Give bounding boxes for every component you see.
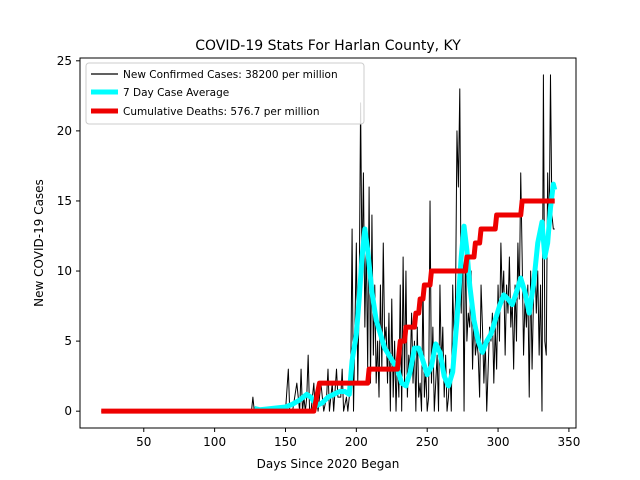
y-tick-label-20: 20	[57, 124, 72, 138]
legend-label-deaths: Cumulative Deaths: 576.7 per million	[123, 106, 320, 118]
x-tick-label-50: 50	[136, 435, 151, 449]
legend: New Confirmed Cases: 38200 per million 7…	[85, 62, 365, 125]
series-line-7-day-average	[253, 181, 558, 413]
x-tick-label-350: 350	[557, 435, 580, 449]
legend-box	[85, 62, 365, 125]
legend-label-average: 7 Day Case Average	[123, 87, 229, 99]
x-axis: 50 100 150 200 250 300 350	[136, 428, 580, 449]
x-tick-label-300: 300	[487, 435, 510, 449]
x-tick-label-200: 200	[345, 435, 368, 449]
x-tick-label-250: 250	[416, 435, 439, 449]
series-line-new-cases	[101, 74, 555, 412]
y-tick-label-15: 15	[57, 194, 72, 208]
y-axis: 0 5 10 15 20 25	[57, 54, 80, 418]
x-axis-label: Days Since 2020 Began	[257, 457, 400, 471]
y-tick-label-5: 5	[64, 334, 72, 348]
x-tick-label-150: 150	[274, 435, 297, 449]
y-tick-label-0: 0	[64, 404, 72, 418]
legend-label-cases: New Confirmed Cases: 38200 per million	[123, 69, 338, 81]
series-line-cumulative-deaths	[101, 198, 555, 414]
x-tick-label-100: 100	[203, 435, 226, 449]
plot-frame	[79, 57, 577, 429]
y-tick-label-25: 25	[57, 54, 72, 68]
series-layer	[101, 74, 558, 414]
y-tick-label-10: 10	[57, 264, 72, 278]
chart-title: COVID-19 Stats For Harlan County, KY	[195, 38, 461, 54]
y-axis-label: New COVID-19 Cases	[32, 179, 46, 307]
